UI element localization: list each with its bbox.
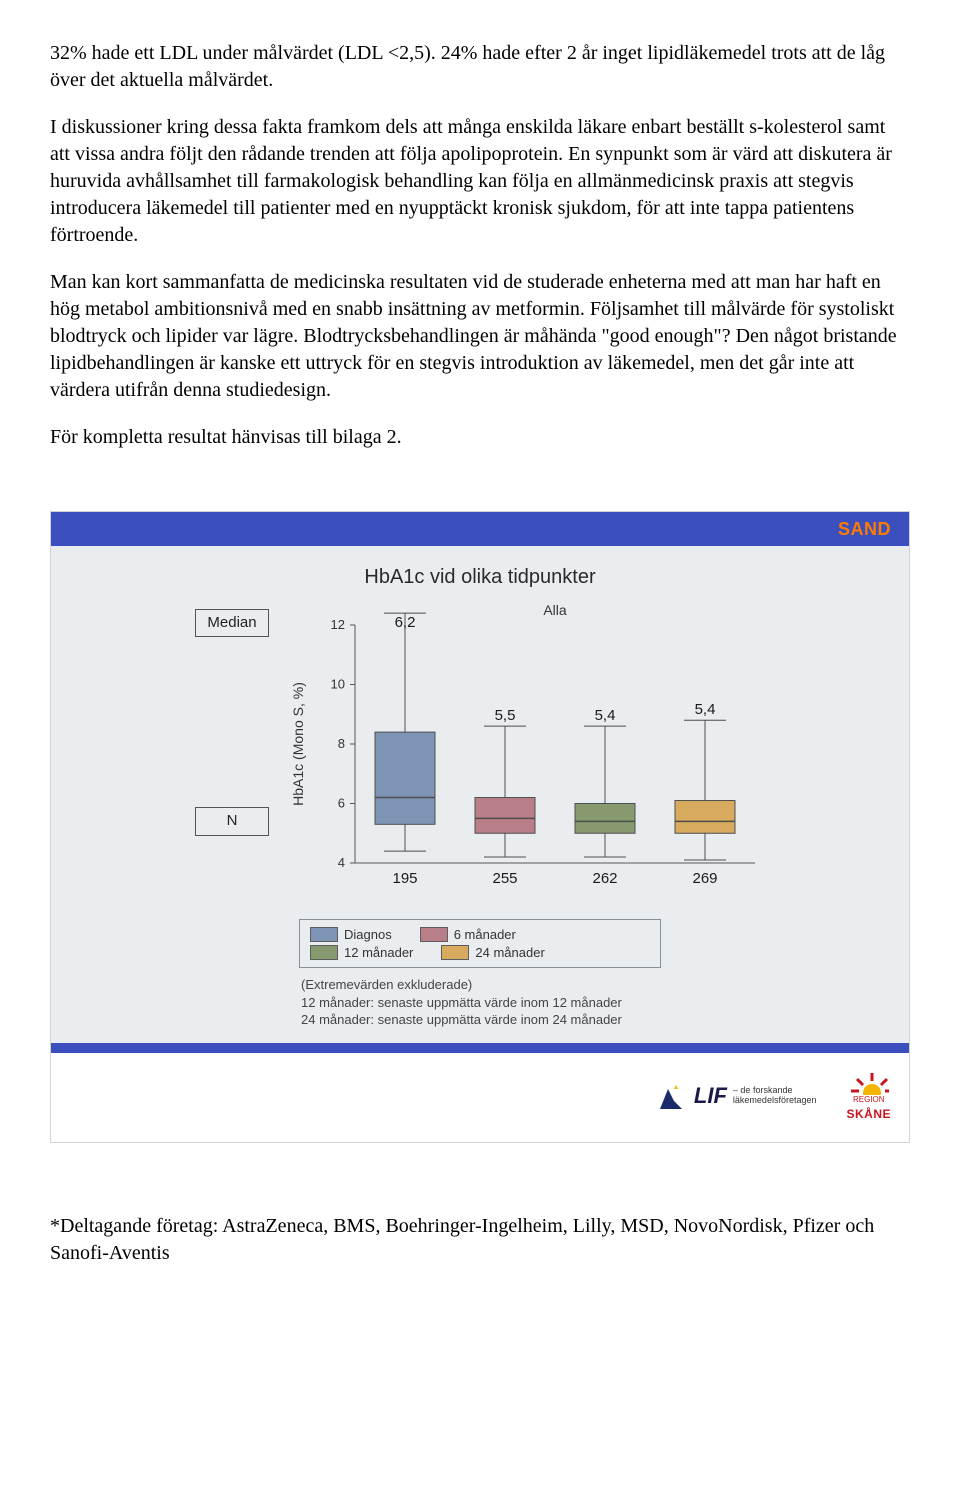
slide-brand: SAND	[838, 517, 891, 541]
svg-text:5,4: 5,4	[595, 707, 616, 724]
boxplot-chart: 4 6 8 10 12 HbA1c (Mono S, %) Alla 6,2 5,5 5,4 5,…	[285, 599, 765, 899]
svg-text:262: 262	[592, 870, 617, 887]
body-paragraph: 32% hade ett LDL under målvärdet (LDL <2…	[50, 40, 910, 94]
skane-sun-icon	[849, 1071, 889, 1095]
legend-item: 12 månader	[310, 944, 413, 962]
legend-item: 24 månader	[441, 944, 544, 962]
logo-row: LIF – de forskande läkemedelsföretagen R…	[51, 1053, 909, 1142]
n-tag: N	[195, 807, 269, 835]
legend-label: 24 månader	[475, 944, 544, 962]
slide-bottombar	[51, 1043, 909, 1053]
lif-mark-icon	[654, 1079, 688, 1113]
svg-text:12: 12	[331, 617, 345, 632]
svg-text:269: 269	[692, 870, 717, 887]
body-paragraph: Man kan kort sammanfatta de medicinska r…	[50, 269, 910, 404]
legend-swatch	[310, 927, 338, 942]
svg-text:HbA1c (Mono S, %): HbA1c (Mono S, %)	[290, 682, 306, 806]
legend-swatch	[420, 927, 448, 942]
svg-text:6,2: 6,2	[395, 614, 416, 631]
svg-text:195: 195	[392, 870, 417, 887]
svg-text:Alla: Alla	[543, 602, 567, 618]
legend-swatch	[441, 945, 469, 960]
chart-slide: SAND HbA1c vid olika tidpunkter Median N…	[50, 511, 910, 1143]
legend-item: Diagnos	[310, 926, 392, 944]
svg-text:5,5: 5,5	[495, 707, 516, 724]
footnote: *Deltagande företag: AstraZeneca, BMS, B…	[50, 1213, 910, 1267]
svg-text:8: 8	[338, 736, 345, 751]
note-line: (Extremevärden exkluderade)	[301, 976, 909, 994]
skane-top: REGION	[853, 1095, 885, 1106]
skane-name: SKÅNE	[846, 1106, 891, 1122]
side-label-column: Median N	[195, 609, 269, 836]
lif-logo: LIF – de forskande läkemedelsföretagen	[654, 1071, 817, 1122]
body-paragraph: För kompletta resultat hänvisas till bil…	[50, 424, 910, 451]
skane-logo: REGION SKÅNE	[846, 1071, 891, 1122]
legend-item: 6 månader	[420, 926, 516, 944]
svg-text:5,4: 5,4	[695, 701, 716, 718]
median-tag: Median	[195, 609, 269, 637]
chart-notes: (Extremevärden exkluderade) 12 månader: …	[51, 976, 909, 1043]
body-paragraph: I diskussioner kring dessa fakta framkom…	[50, 114, 910, 249]
svg-text:10: 10	[331, 677, 345, 692]
legend-box: Diagnos 6 månader 12 månader 24 månader	[299, 919, 661, 968]
lif-name: LIF	[694, 1081, 727, 1111]
note-line: 24 månader: senaste uppmätta värde inom …	[301, 1011, 909, 1029]
slide-topbar: SAND	[51, 512, 909, 546]
legend-label: 12 månader	[344, 944, 413, 962]
svg-text:6: 6	[338, 796, 345, 811]
legend-swatch	[310, 945, 338, 960]
note-line: 12 månader: senaste uppmätta värde inom …	[301, 994, 909, 1012]
legend-label: 6 månader	[454, 926, 516, 944]
svg-text:4: 4	[338, 855, 345, 870]
chart-title: HbA1c vid olika tidpunkter	[51, 564, 909, 591]
lif-sub2: läkemedelsföretagen	[733, 1096, 817, 1106]
legend-label: Diagnos	[344, 926, 392, 944]
svg-text:255: 255	[492, 870, 517, 887]
